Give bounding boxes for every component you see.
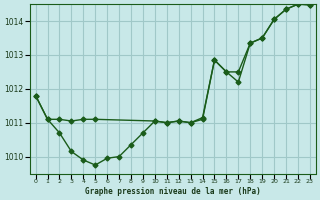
X-axis label: Graphe pression niveau de la mer (hPa): Graphe pression niveau de la mer (hPa) [85,187,260,196]
